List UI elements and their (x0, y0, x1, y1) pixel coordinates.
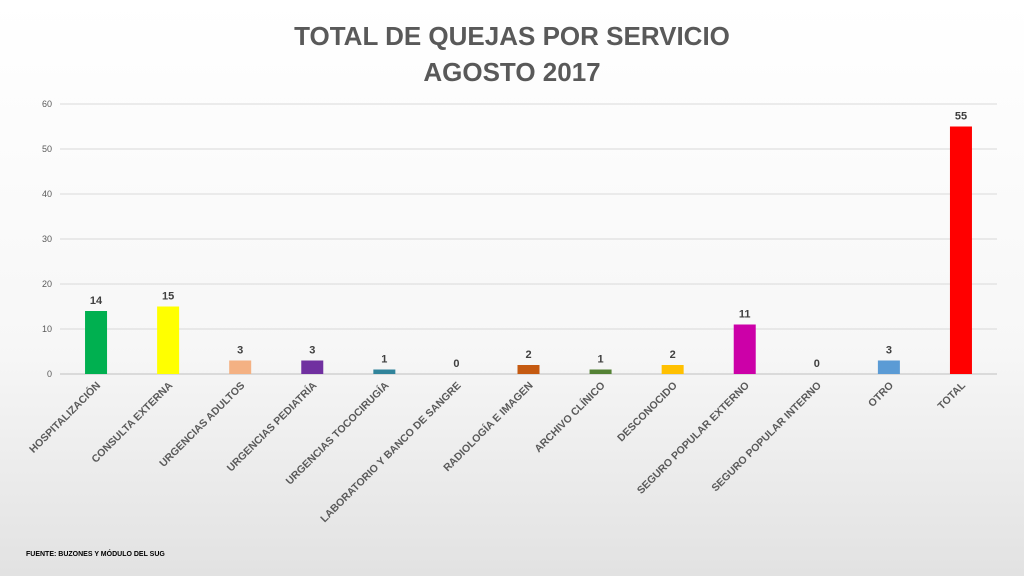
data-label: 14 (90, 295, 103, 307)
data-label: 3 (237, 345, 243, 357)
bar (589, 369, 612, 374)
bar (949, 126, 972, 374)
y-tick-label: 0 (47, 369, 52, 379)
x-tick-label: DESCONOCIDO (615, 380, 680, 445)
data-label: 0 (453, 358, 459, 370)
y-tick-label: 10 (42, 324, 52, 334)
x-tick-label: OTRO (866, 380, 896, 410)
y-tick-label: 30 (42, 234, 52, 244)
chart-title: TOTAL DE QUEJAS POR SERVICIO (294, 21, 730, 51)
y-tick-label: 20 (42, 279, 52, 289)
source-footnote: FUENTE: BUZONES Y MÓDULO DEL SUG (26, 551, 165, 558)
x-tick-label: LABORATORIO Y BANCO DE SANGRE (318, 380, 463, 525)
x-tick-label: ARCHIVO CLÍNICO (532, 379, 608, 455)
y-axis-ticks: 0 10 20 30 40 50 60 (42, 99, 52, 379)
bar (877, 360, 900, 374)
data-label: 15 (162, 291, 174, 303)
data-label: 11 (739, 309, 751, 321)
y-tick-label: 60 (42, 99, 52, 109)
data-label: 3 (309, 345, 315, 357)
x-tick-label: HOSPITALIZACIÓN (26, 379, 103, 456)
bar (301, 360, 324, 374)
bar (157, 306, 180, 374)
bar (517, 365, 540, 374)
bar (229, 360, 252, 374)
data-label: 0 (814, 358, 820, 370)
x-tick-label: TOTAL (936, 379, 969, 412)
data-label: 3 (886, 345, 892, 357)
bar (85, 311, 108, 374)
data-label: 1 (381, 354, 387, 366)
y-tick-label: 50 (42, 144, 52, 154)
data-label: 1 (598, 354, 604, 366)
data-label: 2 (670, 349, 676, 361)
x-tick-label: CONSULTA EXTERNA (89, 379, 175, 465)
gridlines (60, 103, 997, 375)
data-label: 2 (525, 349, 531, 361)
bar (733, 324, 756, 374)
chart-subtitle: AGOSTO 2017 (423, 57, 601, 87)
data-label: 55 (955, 111, 967, 123)
bar (373, 369, 396, 374)
bar (661, 365, 684, 374)
y-tick-label: 40 (42, 189, 52, 199)
bars (85, 126, 972, 374)
data-labels: 14 15 3 3 1 0 2 1 2 11 0 3 55 (90, 111, 967, 371)
